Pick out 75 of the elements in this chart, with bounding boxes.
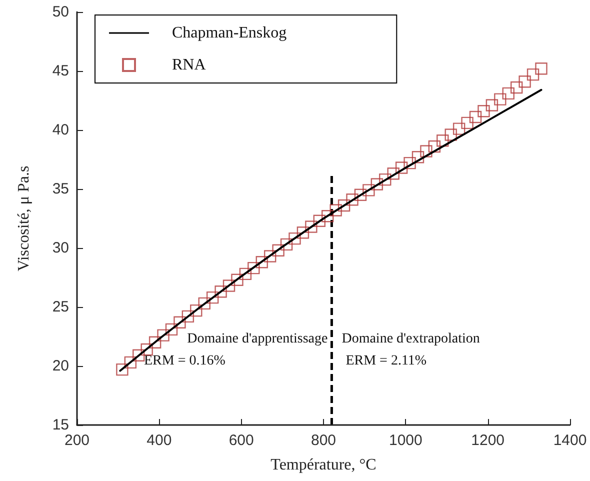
point (494, 93, 506, 106)
point (288, 232, 301, 245)
point (165, 323, 178, 336)
point (535, 62, 548, 75)
point (305, 220, 318, 233)
point (272, 244, 284, 256)
x-tick-label: 1000 (388, 432, 422, 449)
point (412, 151, 424, 164)
point (404, 156, 416, 170)
annotation: Domaine d'extrapolation (342, 332, 480, 346)
y-tick-label: 25 (52, 298, 69, 316)
y-tick-label: 50 (52, 4, 69, 20)
point (182, 310, 194, 323)
point (502, 87, 514, 100)
point (124, 356, 137, 369)
x-tick-label: 1400 (553, 432, 587, 449)
x-tick-label: 600 (228, 432, 254, 449)
point (420, 145, 432, 158)
y-tick-label: 35 (52, 180, 69, 198)
point (322, 210, 334, 222)
point (461, 116, 474, 130)
point (436, 134, 449, 147)
point (486, 99, 498, 112)
point (264, 250, 276, 262)
point (354, 188, 367, 201)
point (510, 81, 523, 94)
point (478, 105, 490, 118)
point (444, 128, 457, 141)
point (222, 280, 236, 292)
point (280, 238, 293, 251)
point (362, 184, 375, 196)
point (248, 262, 260, 274)
point (370, 178, 384, 190)
x-tick-label: 800 (310, 432, 336, 449)
annotation: ERM = 0.16% (144, 354, 226, 368)
point (428, 140, 441, 153)
x-axis-title: Température, °C (270, 456, 376, 474)
point (140, 343, 153, 356)
point (214, 286, 227, 298)
x-tick-label: 200 (64, 432, 90, 449)
point (469, 110, 482, 124)
y-tick-label: 15 (52, 416, 69, 434)
point (190, 304, 202, 317)
point (518, 76, 531, 88)
point (346, 194, 358, 206)
point (206, 291, 219, 304)
point (379, 173, 392, 186)
point (452, 122, 466, 135)
x-tick-label: 1200 (471, 432, 505, 449)
point (132, 349, 145, 362)
point (174, 316, 186, 328)
point (239, 268, 252, 280)
point (338, 199, 350, 212)
y-tick-label: 40 (52, 122, 69, 138)
x-tick-label: 400 (146, 432, 172, 449)
annotation: Domaine d'apprentissage (187, 332, 328, 346)
point (116, 363, 128, 376)
y-tick-label: 30 (52, 240, 69, 256)
point (526, 68, 540, 81)
point (231, 274, 244, 286)
y-tick-label: 45 (52, 62, 69, 80)
point (395, 162, 408, 174)
point (313, 214, 326, 227)
point (387, 168, 400, 180)
point (330, 204, 342, 216)
point (157, 329, 170, 342)
point (296, 226, 310, 239)
legend-label: RNA (172, 56, 206, 74)
annotation: ERM = 2.11% (346, 354, 427, 368)
point (198, 297, 210, 310)
y-tick-label: 20 (52, 358, 69, 374)
y-axis-title: Viscosité, μ Pa.s (16, 166, 32, 272)
legend-label: Chapman-Enskog (172, 24, 287, 42)
point (148, 336, 162, 348)
point (256, 256, 268, 268)
